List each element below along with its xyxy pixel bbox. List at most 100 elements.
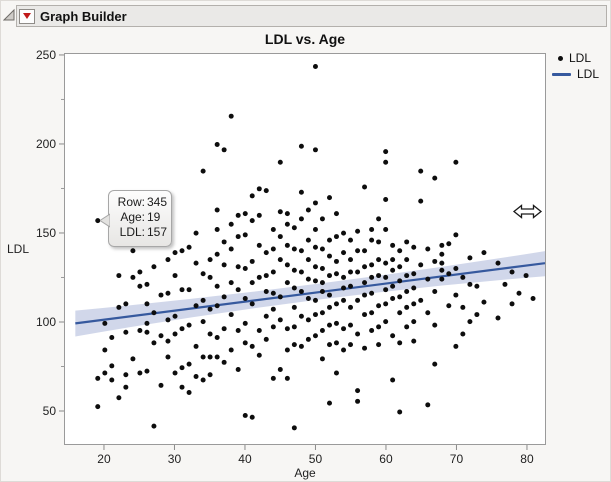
scatter-point[interactable] xyxy=(249,414,255,420)
scatter-point[interactable] xyxy=(348,237,353,243)
scatter-point[interactable] xyxy=(249,258,255,264)
scatter-point[interactable] xyxy=(341,347,347,353)
scatter-point[interactable] xyxy=(362,292,368,298)
scatter-point[interactable] xyxy=(200,319,206,325)
scatter-point[interactable] xyxy=(123,384,129,390)
scatter-point[interactable] xyxy=(235,327,241,333)
scatter-point[interactable] xyxy=(298,288,304,294)
scatter-point[interactable] xyxy=(418,198,424,204)
scatter-point[interactable] xyxy=(207,306,213,312)
scatter-point[interactable] xyxy=(481,299,487,305)
scatter-point[interactable] xyxy=(137,283,143,289)
scatter-point[interactable] xyxy=(102,370,108,376)
scatter-point[interactable] xyxy=(214,335,220,341)
scatter-point[interactable] xyxy=(270,269,276,275)
scatter-point[interactable] xyxy=(516,290,522,296)
scatter-point[interactable] xyxy=(376,324,382,330)
scatter-point[interactable] xyxy=(158,382,164,388)
scatter-point[interactable] xyxy=(376,257,382,263)
scatter-point[interactable] xyxy=(327,273,332,279)
scatter-point[interactable] xyxy=(305,296,311,302)
scatter-point[interactable] xyxy=(355,331,361,337)
scatter-point[interactable] xyxy=(291,225,297,231)
scatter-point[interactable] xyxy=(432,288,438,294)
scatter-point[interactable] xyxy=(319,216,325,222)
scatter-point[interactable] xyxy=(256,242,262,248)
scatter-point[interactable] xyxy=(474,312,480,318)
scatter-point[interactable] xyxy=(95,218,101,224)
scatter-point[interactable] xyxy=(460,274,466,280)
scatter-point[interactable] xyxy=(376,273,382,279)
scatter-point[interactable] xyxy=(221,262,227,268)
scatter-point[interactable] xyxy=(123,301,129,307)
scatter-point[interactable] xyxy=(348,304,353,310)
scatter-point[interactable] xyxy=(186,287,192,293)
scatter-point[interactable] xyxy=(102,320,108,326)
scatter-point[interactable] xyxy=(144,368,150,374)
scatter-point[interactable] xyxy=(418,297,424,303)
scatter-point[interactable] xyxy=(130,356,136,362)
scatter-point[interactable] xyxy=(284,242,290,248)
scatter-point[interactable] xyxy=(305,257,311,263)
scatter-point[interactable] xyxy=(284,375,290,381)
scatter-point[interactable] xyxy=(376,216,382,222)
scatter-point[interactable] xyxy=(256,327,262,333)
scatter-point[interactable] xyxy=(312,312,318,318)
scatter-point[interactable] xyxy=(284,280,290,286)
scatter-point[interactable] xyxy=(144,329,150,335)
scatter-point[interactable] xyxy=(327,195,332,201)
scatter-point[interactable] xyxy=(277,209,283,215)
scatter-point[interactable] xyxy=(362,184,368,190)
scatter-point[interactable] xyxy=(298,343,304,349)
scatter-point[interactable] xyxy=(369,262,375,268)
scatter-point[interactable] xyxy=(249,301,255,307)
scatter-point[interactable] xyxy=(228,113,234,119)
y-tick-label[interactable]: 100 xyxy=(36,315,56,329)
scatter-point[interactable] xyxy=(277,294,283,300)
scatter-point[interactable] xyxy=(404,239,410,245)
scatter-point[interactable] xyxy=(298,216,304,222)
scatter-point[interactable] xyxy=(193,343,199,349)
scatter-point[interactable] xyxy=(151,310,157,316)
scatter-point[interactable] xyxy=(312,244,318,250)
scatter-point[interactable] xyxy=(109,377,115,383)
scatter-point[interactable] xyxy=(193,303,199,309)
scatter-point[interactable] xyxy=(333,340,339,346)
scatter-point[interactable] xyxy=(404,288,410,294)
scatter-point[interactable] xyxy=(383,287,389,293)
scatter-point[interactable] xyxy=(151,264,157,270)
scatter-point[interactable] xyxy=(179,384,185,390)
scatter-point[interactable] xyxy=(319,356,325,362)
scatter-point[interactable] xyxy=(242,266,248,271)
scatter-point[interactable] xyxy=(362,264,368,270)
scatter-point[interactable] xyxy=(439,276,445,282)
scatter-point[interactable] xyxy=(467,319,473,325)
scatter-point[interactable] xyxy=(242,340,248,346)
scatter-point[interactable] xyxy=(214,251,220,257)
scatter-point[interactable] xyxy=(453,292,459,298)
scatter-point[interactable] xyxy=(355,388,361,394)
y-tick-label[interactable]: 50 xyxy=(43,404,57,418)
scatter-point[interactable] xyxy=(277,257,283,263)
scatter-point[interactable] xyxy=(284,262,290,268)
scatter-point[interactable] xyxy=(467,255,473,261)
scatter-point[interactable] xyxy=(319,327,325,333)
scatter-point[interactable] xyxy=(355,248,361,254)
scatter-point[interactable] xyxy=(158,333,164,339)
scatter-point[interactable] xyxy=(390,377,396,383)
scatter-point[interactable] xyxy=(362,312,368,318)
scatter-point[interactable] xyxy=(397,310,403,316)
scatter-point[interactable] xyxy=(390,267,396,273)
scatter-point[interactable] xyxy=(291,246,297,252)
scatter-point[interactable] xyxy=(312,147,318,153)
scatter-point[interactable] xyxy=(263,288,269,294)
scatter-point[interactable] xyxy=(193,230,199,236)
scatter-point[interactable] xyxy=(312,297,318,303)
scatter-point[interactable] xyxy=(312,278,318,284)
scatter-point[interactable] xyxy=(109,363,115,369)
scatter-point[interactable] xyxy=(404,257,410,263)
scatter-point[interactable] xyxy=(425,402,431,408)
scatter-point[interactable] xyxy=(200,271,206,277)
scatter-point[interactable] xyxy=(263,188,269,194)
scatter-point[interactable] xyxy=(284,347,290,353)
